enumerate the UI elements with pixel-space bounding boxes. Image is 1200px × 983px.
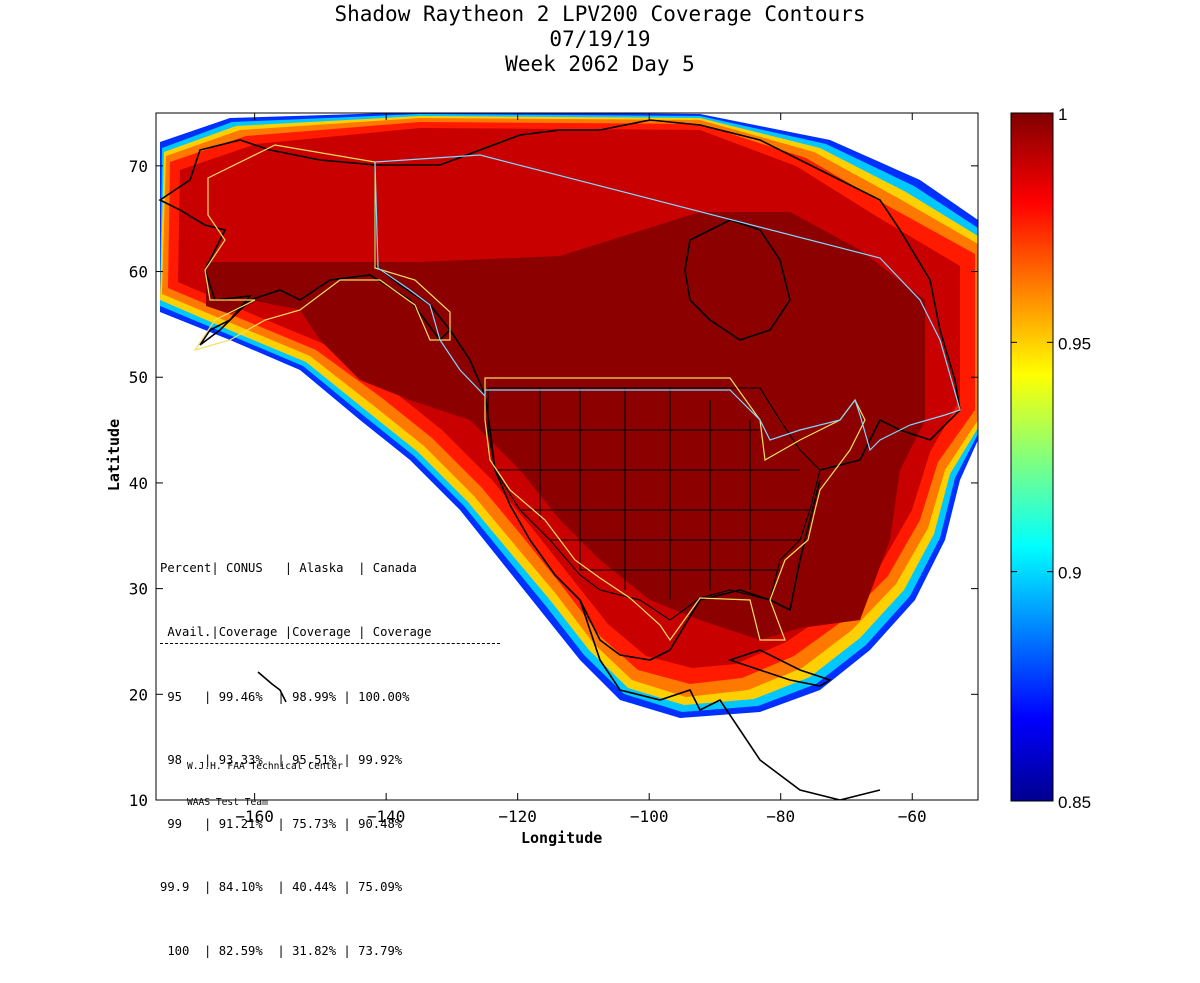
y-tick-label: 70 xyxy=(129,157,148,176)
map-title: Shadow Raytheon 2 LPV200 Coverage Contou… xyxy=(0,0,1200,77)
x-tick-label: −60 xyxy=(898,807,927,826)
y-tick-label: 40 xyxy=(129,474,148,493)
x-axis-title: Longitude xyxy=(521,829,603,847)
coverage-contours xyxy=(160,113,978,718)
stats-row-99-9: 99.9 | 84.10% | 40.44% | 75.09% xyxy=(160,880,403,895)
region-boundaries xyxy=(193,144,961,642)
boundary-canada xyxy=(374,154,961,452)
y-tick-label: 50 xyxy=(129,368,148,387)
colorbar-tick-label: 1 xyxy=(1058,105,1067,124)
contour-band-maroon xyxy=(206,212,925,640)
stats-row-99: 99 | 91.21% | 75.73% | 90.48% xyxy=(160,816,403,831)
axis-ticks: −160 −140 −120 −100 −80 −60 10 20 30 40 50 60 70 xyxy=(129,113,978,826)
coastline-central-america xyxy=(579,599,881,800)
colorbar-tick-label: 0.9 xyxy=(1058,564,1082,583)
stats-row-98: 98 | 93.33% | 95.51% | 99.92% xyxy=(160,753,403,768)
credit-line-2: WAAS Test Team xyxy=(187,797,268,808)
boundary-alaska xyxy=(193,144,451,352)
us-state-borders xyxy=(487,387,821,621)
credit-text: W.J.H. FAA Technical Center WAAS Test Te… xyxy=(187,737,343,821)
title-line-3: Week 2062 Day 5 xyxy=(505,52,695,76)
colorbar-tick-label: 0.95 xyxy=(1058,334,1091,353)
x-tick-label: −120 xyxy=(498,807,537,826)
title-line-1: Shadow Raytheon 2 LPV200 Coverage Contou… xyxy=(334,2,866,26)
colorbar-ticks: 1 0.95 0.9 0.85 xyxy=(1011,105,1091,812)
y-tick-label: 60 xyxy=(129,263,148,282)
colorbar-tick-label: 0.85 xyxy=(1058,793,1091,812)
stats-header-1: Percent| CONUS | Alaska | Canada xyxy=(160,561,417,576)
coastline-hawaii xyxy=(257,671,287,703)
stats-header-2: Avail.|Coverage |Coverage | Coverage xyxy=(160,622,500,645)
coastline-cuba xyxy=(727,649,832,687)
credit-line-1: W.J.H. FAA Technical Center xyxy=(187,761,343,772)
y-tick-label: 30 xyxy=(129,580,148,599)
y-tick-label: 20 xyxy=(129,685,148,704)
x-tick-label: −160 xyxy=(235,807,274,826)
coverage-figure: −160 −140 −120 −100 −80 −60 10 20 30 40 50 60 70 1 0.… xyxy=(129,105,1091,826)
stats-row-95: 95 | 99.46% | 98.99% | 100.00% xyxy=(160,689,410,704)
boundary-conus xyxy=(484,377,866,642)
title-line-2: 07/19/19 xyxy=(549,27,651,51)
y-axis-title: Latitude xyxy=(105,418,123,492)
coastline-hudson-bay xyxy=(684,219,791,341)
coastline-canada-north xyxy=(375,119,961,471)
x-tick-label: −140 xyxy=(367,807,406,826)
x-tick-label: −80 xyxy=(766,807,795,826)
colorbar-gradient xyxy=(1010,112,1054,802)
plot-frame xyxy=(155,112,979,801)
stats-row-100: 100 | 82.59% | 31.82% | 73.79% xyxy=(160,944,403,959)
x-tick-label: −100 xyxy=(630,807,669,826)
y-tick-label: 10 xyxy=(129,791,148,810)
